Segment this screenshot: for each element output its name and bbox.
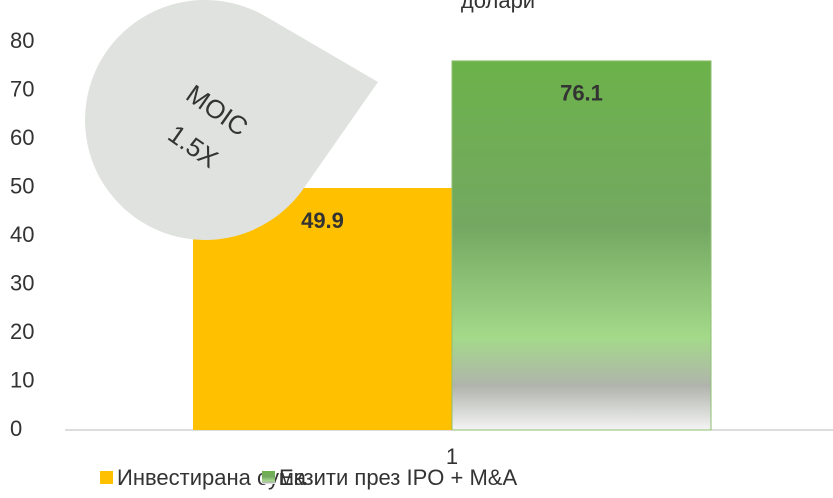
legend-label: Екзити през IPO + M&A	[279, 465, 517, 490]
y-tick-label: 60	[10, 125, 34, 150]
bar	[451, 60, 712, 431]
y-tick-label: 40	[10, 222, 34, 247]
legend-swatch	[262, 471, 275, 484]
legend-label: Инвестирана сума	[117, 465, 307, 490]
y-tick-label: 30	[10, 270, 34, 295]
legend-swatch	[100, 471, 113, 484]
x-tick-label: 1	[446, 444, 458, 469]
y-tick-label: 80	[10, 28, 34, 53]
y-tick-label: 50	[10, 173, 34, 198]
y-tick-label: 0	[10, 416, 22, 441]
data-label: 49.9	[301, 208, 344, 233]
data-label: 76.1	[560, 81, 603, 106]
y-tick-label: 20	[10, 319, 34, 344]
y-tick-label: 70	[10, 76, 34, 101]
y-tick-label: 10	[10, 367, 34, 392]
chart-title: долари	[461, 0, 535, 13]
annotation-bubble	[85, 0, 378, 240]
